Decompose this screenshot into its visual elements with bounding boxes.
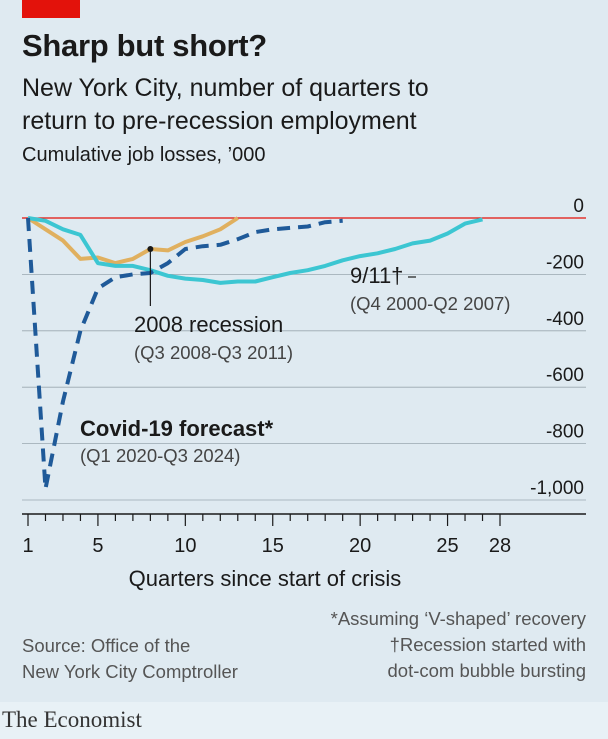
y-tick-label: -600 <box>546 365 584 386</box>
x-tick-label: 28 <box>489 535 511 557</box>
series-line-0 <box>26 217 343 491</box>
series-line-2 <box>27 216 483 285</box>
source-note: Source: Office of the New York City Comp… <box>22 633 238 685</box>
label-covid: Covid-19 forecast* <box>80 416 274 441</box>
label-2008-dates: (Q3 2008-Q3 2011) <box>134 342 293 363</box>
y-tick-label: -400 <box>546 309 584 330</box>
series-line-1 <box>26 216 239 266</box>
x-tick-label: 15 <box>262 535 284 557</box>
x-tick-label: 10 <box>174 535 196 557</box>
x-tick-label: 20 <box>349 535 371 557</box>
brand-red-tag <box>22 0 80 18</box>
label-covid-dates: (Q1 2020-Q3 2024) <box>80 445 240 466</box>
footnote-v-shaped: *Assuming ‘V-shaped’ recovery <box>330 608 586 629</box>
units-label: Cumulative job losses, ’000 <box>22 144 266 166</box>
x-tick-label: 25 <box>436 535 458 557</box>
x-axis-label: Quarters since start of crisis <box>128 566 402 591</box>
x-tick-label: 1 <box>22 535 33 557</box>
x-tick-label: 5 <box>92 535 103 557</box>
y-tick-label: -1,000 <box>530 478 584 499</box>
subtitle-line-2: return to pre-recession employment <box>22 107 417 135</box>
source-line-1: Source: Office of the <box>22 635 191 656</box>
y-tick-label: -200 <box>546 252 584 273</box>
label-911-dates: (Q4 2000-Q2 2007) <box>350 293 510 314</box>
y-tick-label: 0 <box>573 196 584 217</box>
chart-title: Sharp but short? <box>22 28 267 63</box>
subtitle-line-1: New York City, number of quarters to <box>22 74 429 102</box>
annotation-dot <box>147 246 154 253</box>
chart-panel <box>0 0 608 702</box>
footnote-dotcom-1: †Recession started with <box>389 634 586 655</box>
label-911: 9/11† <box>350 263 403 288</box>
chart-subtitle: New York City, number of quarters to ret… <box>22 72 582 138</box>
label-2008-recession: 2008 recession <box>134 312 283 337</box>
footnote-dotcom-2: dot-com bubble bursting <box>387 660 586 681</box>
source-line-2: New York City Comptroller <box>22 661 238 682</box>
y-tick-label: -800 <box>546 422 584 443</box>
footnotes: *Assuming ‘V-shaped’ recovery †Recession… <box>331 606 586 684</box>
economist-logo-text: The Economist <box>2 707 142 732</box>
